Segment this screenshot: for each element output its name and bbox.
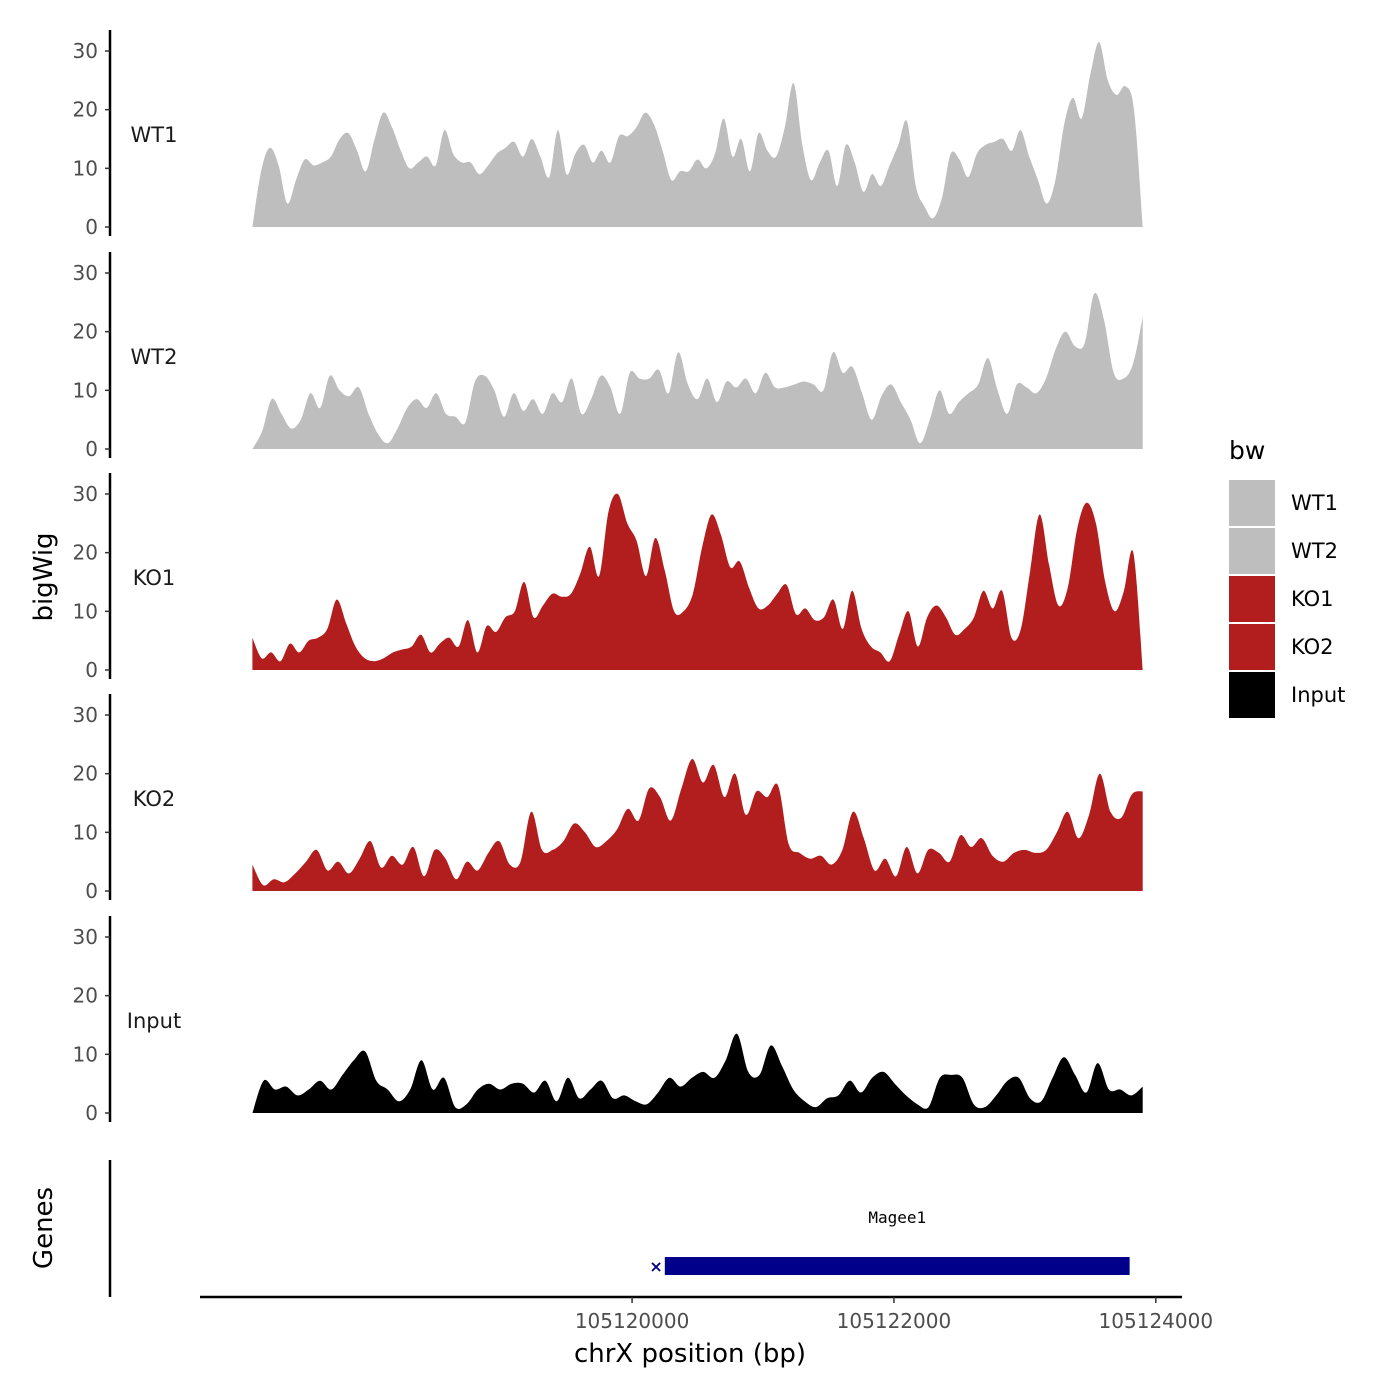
x-tick-label: 105120000	[575, 1309, 690, 1333]
y-tick-label: 30	[73, 261, 98, 285]
legend-swatch-input	[1229, 672, 1275, 718]
coverage-area-wt2	[252, 292, 1143, 449]
y-tick-label: 0	[85, 215, 98, 239]
track-label: KO1	[133, 566, 176, 590]
track-ko1: 0 10 20 30 KO1	[73, 473, 1143, 682]
legend-label-input: Input	[1291, 683, 1345, 707]
y-tick-label: 20	[73, 98, 98, 122]
gene-body	[664, 1257, 1130, 1275]
legend-label-ko1: KO1	[1291, 587, 1334, 611]
y-tick-label: 10	[73, 1042, 98, 1066]
coverage-area-wt1	[252, 42, 1143, 227]
coverage-area-ko1	[252, 493, 1143, 670]
gene-track: × Magee1	[108, 1160, 1130, 1297]
y-tick-label: 0	[85, 1101, 98, 1125]
y-tick-label: 0	[85, 879, 98, 903]
y-tick-label: 30	[73, 703, 98, 727]
legend-swatch-wt2	[1229, 528, 1275, 574]
x-axis-title: chrX position (bp)	[574, 1339, 806, 1369]
y-tick-label: 20	[73, 541, 98, 565]
legend-title: bw	[1229, 436, 1265, 465]
legend: bw WT1 WT2 KO1 KO2 Input	[1229, 436, 1345, 718]
coverage-area-ko2	[252, 758, 1143, 891]
y-tick-label: 30	[73, 39, 98, 63]
legend-label-wt1: WT1	[1291, 491, 1338, 515]
legend-swatch-ko2	[1229, 624, 1275, 670]
track-label: WT2	[131, 345, 178, 369]
y-tick-label: 20	[73, 762, 98, 786]
strand-arrow-icon: ×	[649, 1257, 662, 1276]
x-tick-label: 105122000	[837, 1309, 952, 1333]
y-tick-label: 0	[85, 437, 98, 461]
gene-label: Magee1	[868, 1208, 926, 1227]
x-tick-label: 105124000	[1099, 1309, 1214, 1333]
y-tick-label: 30	[73, 925, 98, 949]
legend-swatch-ko1	[1229, 576, 1275, 622]
y-tick-label: 10	[73, 599, 98, 623]
y-tick-label: 10	[73, 378, 98, 402]
y-axis-title: bigWig	[29, 532, 59, 621]
y-tick-label: 10	[73, 820, 98, 844]
y-tick-label: 0	[85, 658, 98, 682]
track-input: 0 10 20 30 Input	[73, 916, 1143, 1125]
legend-label-ko2: KO2	[1291, 635, 1334, 659]
track-wt1: 0 10 20 30 WT1	[73, 30, 1143, 239]
track-ko2: 0 10 20 30 KO2	[73, 694, 1143, 903]
y-tick-label: 10	[73, 156, 98, 180]
y-tick-label: 20	[73, 320, 98, 344]
legend-swatch-wt1	[1229, 480, 1275, 526]
genes-axis-title: Genes	[29, 1187, 59, 1269]
y-tick-label: 30	[73, 482, 98, 506]
track-label: KO2	[133, 787, 176, 811]
track-wt2: 0 10 20 30 WT2	[73, 252, 1143, 461]
track-label: WT1	[131, 123, 178, 147]
coverage-tracks: 0 10 20 30 WT1 0 10 20 30 WT2 0 10 20 30 KO1 0 10 20 30 KO2…	[73, 30, 1143, 1125]
coverage-area-input	[252, 1033, 1143, 1113]
track-label: Input	[127, 1009, 181, 1033]
legend-label-wt2: WT2	[1291, 539, 1338, 563]
x-axis: 105120000 105122000 105124000	[200, 1295, 1214, 1333]
y-tick-label: 20	[73, 984, 98, 1008]
